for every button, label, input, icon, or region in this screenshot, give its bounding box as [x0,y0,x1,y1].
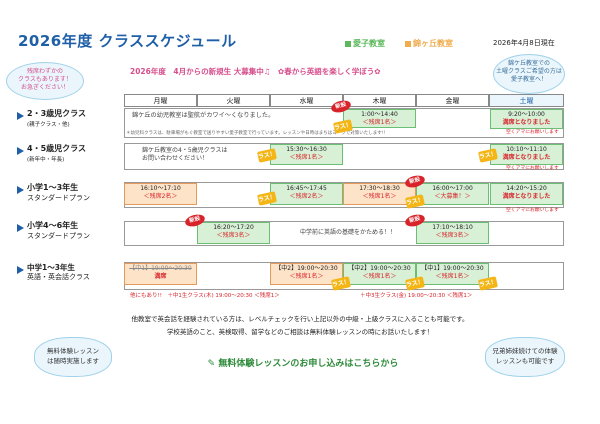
cell-time: 14:20～15:20 [506,185,547,192]
day-header-fri: 金曜 [416,94,489,107]
cell-elementary-high-fri: 17:10～18:10 ＜残席3名＞ [416,222,489,244]
school-aiko-label: 愛子教室 [353,39,385,48]
cell-time: 15:30～16:30 [286,146,327,153]
cell-time: 16:20～17:20 [213,224,254,231]
day-header-mon: 月曜 [124,94,197,107]
hurry-cloud: 残席わずかの クラスもあります！ お急ぎください！ [6,62,84,100]
free-trial-cta[interactable]: ✎ 無料体験レッスンのお申し込みはこちらから [168,356,438,369]
cell-full: 満席となりました [502,192,551,200]
cta-label: 無料体験レッスンのお申し込みはこちらから [218,359,399,369]
cell-time: 【中1】19:00～20:30 [129,265,192,272]
cell-full: 満席となりました [502,153,551,161]
cell-seats: ＜残席1名＞ [289,272,324,280]
cell-seats: ＜残席1名＞ [362,192,397,200]
cell-time: 17:30～18:30 [359,185,400,192]
toddler-sat-wait: 空くアマにお願いします [506,130,559,135]
school-nishikigaoka-label: 錦ヶ丘教室 [413,39,453,48]
cell-time: 【中1】19:00～20:30 [421,265,484,272]
cell-time: 16:00～17:00 [432,185,473,192]
row-title: 小学4～6年生 [27,221,79,230]
as-of-date: 2026年4月8日現在 [493,39,555,47]
row-title: 4・5歳児クラス [27,144,86,153]
cell-elementary-low-fri: 16:00～17:00 ＜大募集！＞ [416,183,489,205]
junior-high-extra-2: ＋中3生クラス(金) 19:00～20:30 ＜残席1＞ [360,293,473,299]
row-arrow-icon [17,147,24,155]
day-header-sat: 土曜 [489,94,564,107]
school-nishikigaoka: 錦ヶ丘教室 [405,38,453,49]
day-header-tue: 火曜 [197,94,270,107]
row-subtitle: 英語・英会話クラス [27,273,90,282]
elementary-high-note: 中学前に英語の基礎をかためる！！ [300,229,397,236]
cell-junior-high-fri: 【中1】19:00～20:30 ＜残席1名＞ [416,263,489,285]
saturday-cloud: 錦ケ丘教室での 土曜クラスご希望の方は 愛子教室へ！ [493,54,565,94]
row-title: 小学1～3年生 [27,183,79,192]
row-subtitle: スタンダードプラン [27,194,90,202]
cell-elementary-low-wed: 16:45～17:45 ＜残席2名＞ [270,183,343,205]
cell-time: 1:00～14:40 [361,111,398,118]
cell-time: 16:45～17:45 [286,185,327,192]
row-label-elementary-high: 小学4～6年生スタンダードプラン [27,221,90,241]
row-subtitle: (新年中・年長) [27,157,65,163]
toddler-footnote: ＊幼児科クラスは、駐車場がもぐ教室で送りやすい愛子教室で行っています。レッスンや… [126,131,386,136]
cell-seats: ＜残席1名＞ [435,272,470,280]
row-arrow-icon [17,186,24,194]
cell-seats: ＜残席1名＞ [362,118,397,126]
page-title: 2026年度 クラススケジュール [18,32,237,50]
row-label-toddler: 2・3歳児クラス (親子クラス・他) [27,109,86,129]
cell-junior-high-wed: 【中2】19:00～20:30 ＜残席1名＞ [270,263,343,285]
cell-elementary-low-mon: 16:10～17:10 ＜残席2名＞ [124,183,197,205]
row-title: 中学1～3年生 [27,263,75,272]
free-trial-bubble: 無料体験レッスン は随時実施します [34,337,112,377]
cell-time: 16:10～17:10 [140,185,181,192]
siblings-bubble: 兄弟姉妹続けての体験 レッスンも可能です [485,337,565,377]
recruit-banner: 2026年度 4月からの新規生 大募集中♫ ✿春から英語を楽しく学ぼう✿ [130,67,381,76]
row-arrow-icon [17,266,24,274]
cell-elementary-high-tue: 16:20～17:20 ＜残席3名＞ [197,222,270,244]
cell-elementary-low-thu: 17:30～18:30 ＜残席1名＞ [343,183,416,205]
preschool-note: 錦ケ丘教室の4・5歳児クラスは お問い合わせください！ [142,147,228,162]
preschool-sat-wait: 空くアマにお願いします [506,166,559,171]
row-label-preschool: 4・5歳児クラス (新年中・年長) [27,144,86,164]
row-label-elementary-low: 小学1～3年生スタンダードプラン [27,183,90,203]
footer-line-1: 他教室で英会話を経験されている方は、レベルチェックを行い上記以外の中級・上級クラ… [131,315,469,323]
footer-line-2: 学校英語のこと、英検取得、留学などのご相談は無料体験レッスンの時にお話いたします… [166,328,434,336]
cell-seats: ＜残席1名＞ [289,153,324,161]
cell-preschool-wed: 15:30～16:30 ＜残席1名＞ [270,144,343,165]
cell-time: 9:20～10:00 [508,111,545,118]
cell-seats: ＜残席1名＞ [362,272,397,280]
row-arrow-icon [17,112,24,120]
cell-seats: ＜残席2名＞ [143,192,178,200]
junior-high-extra-1: 他にもあり!! ＋中1生クラス(木) 19:00～20:30 ＜残席1＞ [130,293,280,299]
cell-time: 【中2】19:00～20:30 [275,265,338,272]
row-label-junior-high: 中学1～3年生 英語・英会話クラス [27,263,90,282]
cell-junior-high-thu: 【中2】19:00～20:30 ＜残席1名＞ [343,263,416,285]
cell-time: 【中2】19:00～20:30 [348,265,411,272]
cell-preschool-sat: 10:10～11:10 満席となりました [490,144,563,165]
cell-time: 17:10～18:10 [432,224,473,231]
cell-junior-high-mon: 【中1】19:00～20:30 満席 [124,263,197,285]
cell-toddler-sat: 9:20～10:00 満席となりました [490,109,563,129]
row-arrow-icon [17,224,24,232]
cell-full: 満席 [154,272,167,280]
cell-time: 10:10～11:10 [506,146,547,153]
elementary-low-sat-wait: 空くアマにお願いします [506,208,559,213]
row-subtitle: スタンダードプラン [27,232,90,240]
day-header-thu: 木曜 [343,94,416,107]
cell-seats: ＜残席3名＞ [216,231,251,239]
cell-full: 満席となりました [502,118,551,126]
cell-elementary-low-sat: 14:20～15:20 満席となりました [490,183,563,205]
toddler-note: 錦ケ丘の幼児教室は聖航がカワイ～くなりました。 [132,112,275,119]
cell-seats: ＜残席2名＞ [289,192,324,200]
cell-seats: ＜大募集！＞ [434,192,471,200]
row-title: 2・3歳児クラス [27,109,86,118]
school-aiko: 愛子教室 [345,38,385,49]
cell-toddler-thu: 1:00～14:40 ＜残席1名＞ [343,109,416,128]
row-subtitle: (親子クラス・他) [27,122,70,128]
cell-seats: ＜残席3名＞ [435,231,470,239]
pen-icon: ✎ [207,359,219,369]
